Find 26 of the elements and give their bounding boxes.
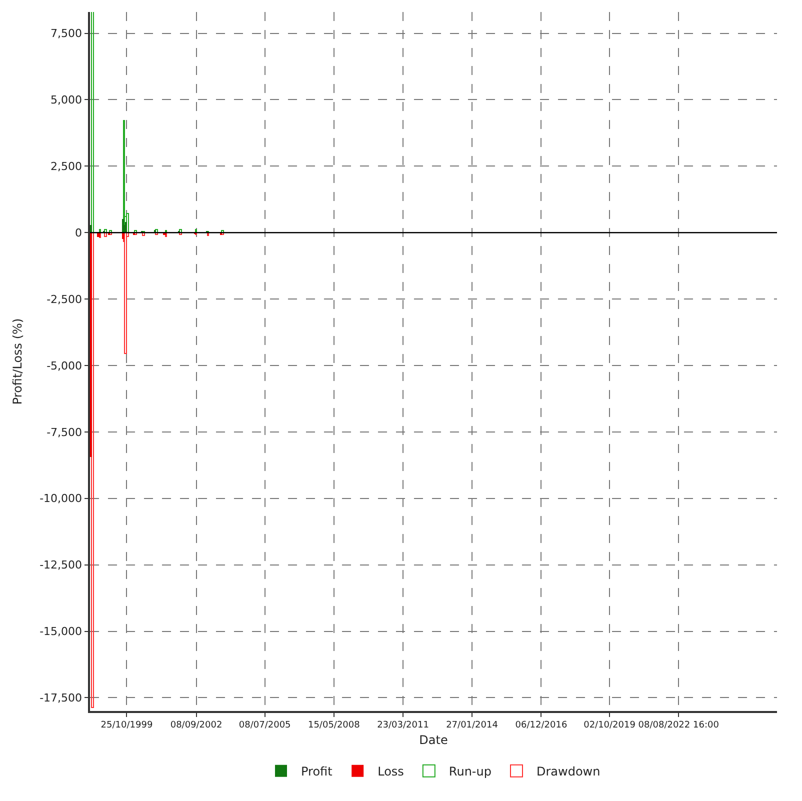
y-tick-label: 2,500 — [50, 160, 82, 173]
y-tick-label: -7,500 — [46, 426, 82, 439]
x-tick-label: 02/10/2019 — [584, 720, 636, 731]
legend-label: Profit — [301, 764, 333, 779]
y-tick-label: 7,500 — [50, 27, 82, 40]
y-tick-label: -15,000 — [40, 625, 82, 638]
x-tick-label: 06/12/2016 — [515, 720, 568, 731]
legend-label: Loss — [378, 764, 404, 779]
y-tick-label: 5,000 — [50, 94, 82, 107]
x-axis-title: Date — [419, 732, 448, 747]
y-tick-label: -2,500 — [46, 292, 82, 306]
x-tick-label: 08/08/2022 16:00 — [638, 720, 720, 731]
legend-label: Drawdown — [536, 764, 600, 779]
y-tick-label: 0 — [75, 226, 82, 240]
legend-label: Run-up — [448, 764, 492, 779]
y-axis-title: Profit/Loss (%) — [10, 318, 24, 405]
y-tick-label: -12,500 — [40, 558, 82, 572]
x-tick-label: 15/05/2008 — [308, 720, 360, 731]
y-tick-label: -17,500 — [40, 692, 82, 705]
x-tick-label: 23/03/2011 — [377, 720, 429, 731]
x-tick-label: 25/10/1999 — [100, 720, 153, 731]
x-tick-label: 08/07/2005 — [238, 720, 291, 731]
x-tick-label: 08/09/2002 — [170, 720, 222, 731]
y-tick-label: -5,000 — [46, 359, 82, 372]
x-tick-label: 27/01/2014 — [446, 720, 498, 731]
y-tick-label: -10,000 — [40, 492, 82, 506]
